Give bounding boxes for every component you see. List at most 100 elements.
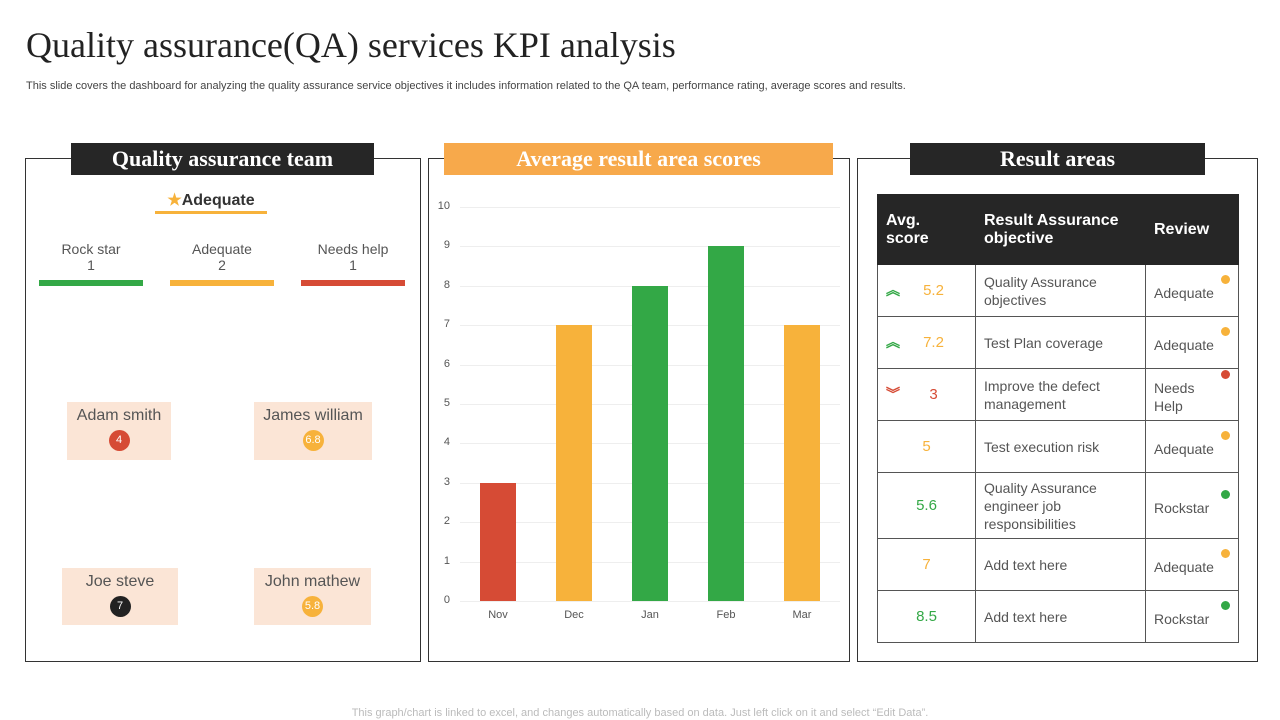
bar-jan bbox=[632, 285, 668, 601]
status-dot bbox=[1221, 431, 1230, 440]
score-value: 5.6 bbox=[916, 497, 937, 514]
category-bar bbox=[170, 280, 274, 286]
y-tick-label: 0 bbox=[443, 594, 450, 606]
category-0: Rock star 1 bbox=[36, 241, 146, 273]
gridline bbox=[460, 246, 840, 248]
col-objective: Result Assurance objective bbox=[975, 194, 1146, 265]
category-label: Rock star bbox=[61, 241, 121, 257]
avg-score-cell: ︽ 5.2 bbox=[877, 264, 976, 317]
table-row: 8.5 Add text here Rockstar bbox=[877, 590, 1239, 643]
gridline bbox=[460, 601, 840, 602]
member-name: James william bbox=[263, 407, 363, 424]
objective-cell: Add text here bbox=[975, 538, 1146, 591]
objective-cell: Quality Assurance engineer job responsib… bbox=[975, 472, 1146, 539]
y-tick-label: 3 bbox=[443, 475, 450, 488]
page-subtitle: This slide covers the dashboard for anal… bbox=[26, 80, 906, 92]
review-text: Adequate bbox=[1154, 337, 1214, 353]
review-text: Adequate bbox=[1154, 285, 1214, 301]
bar-nov bbox=[480, 482, 516, 601]
results-table: Avg. score Result Assurance objective Re… bbox=[877, 194, 1239, 643]
status-dot bbox=[1221, 370, 1230, 379]
table-row: 5.6 Quality Assurance engineer job respon… bbox=[877, 472, 1239, 539]
review-cell: Adequate bbox=[1145, 538, 1239, 591]
col-review: Review bbox=[1145, 194, 1239, 265]
objective-cell: Test execution risk bbox=[975, 420, 1146, 473]
member-name: John mathew bbox=[264, 573, 361, 590]
review-cell: Rockstar bbox=[1145, 472, 1239, 539]
objective-cell: Quality Assurance objectives bbox=[975, 264, 1146, 317]
objective-cell: Improve the defect management bbox=[975, 368, 1146, 421]
double-chevron-up-icon: ︽ bbox=[886, 282, 900, 298]
score-value: 7.2 bbox=[923, 334, 944, 351]
status-dot bbox=[1221, 327, 1230, 336]
score-value: 8.5 bbox=[916, 608, 937, 625]
status-dot bbox=[1221, 490, 1230, 499]
category-count: 2 bbox=[218, 257, 226, 273]
avg-score-cell: 5 bbox=[877, 420, 976, 473]
review-text: Rockstar bbox=[1154, 500, 1210, 516]
table-row: ︾ 3 Improve the defect management Needs Hel… bbox=[877, 368, 1239, 421]
category-1: Adequate 2 bbox=[167, 241, 277, 273]
objective-cell: Add text here bbox=[975, 590, 1146, 643]
member-name: Adam smith bbox=[76, 407, 162, 424]
x-tick-label: Nov bbox=[488, 609, 508, 621]
y-tick-label: 8 bbox=[443, 278, 450, 291]
rating-label: ★Adequate bbox=[155, 190, 267, 210]
table-row: ︽ 5.2 Quality Assurance objectives Adequate bbox=[877, 264, 1239, 317]
member-score-badge: 5.8 bbox=[302, 596, 323, 617]
x-tick-label: Feb bbox=[716, 609, 736, 621]
member-card: Joe steve 7 bbox=[62, 568, 178, 625]
category-label: Adequate bbox=[192, 241, 252, 257]
review-text: Needs Help bbox=[1154, 380, 1195, 414]
review-cell: Needs Help bbox=[1145, 368, 1239, 421]
member-card: John mathew 5.8 bbox=[254, 568, 371, 625]
y-tick-label: 5 bbox=[443, 397, 450, 409]
team-heading: Quality assurance team bbox=[71, 143, 374, 175]
y-tick-label: 9 bbox=[443, 239, 450, 252]
category-count: 1 bbox=[349, 257, 357, 273]
bar-mar bbox=[784, 325, 820, 601]
status-dot bbox=[1221, 549, 1230, 558]
avg-score-cell: ︽ 7.2 bbox=[877, 316, 976, 369]
member-score-badge: 4 bbox=[108, 430, 130, 451]
avg-score-cell: 8.5 bbox=[877, 590, 976, 643]
gridline bbox=[460, 207, 840, 208]
table-row: 5 Test execution risk Adequate bbox=[877, 420, 1239, 473]
y-tick-label: 7 bbox=[443, 318, 450, 331]
double-chevron-down-icon: ︾ bbox=[886, 386, 900, 402]
avg-score-cell: 7 bbox=[877, 538, 976, 591]
y-tick-label: 2 bbox=[443, 515, 450, 528]
member-card: Adam smith 4 bbox=[67, 402, 171, 460]
score-value: 5 bbox=[922, 438, 931, 455]
chart-heading: Average result area scores bbox=[444, 143, 833, 175]
x-tick-label: Dec bbox=[564, 609, 584, 621]
avg-score-cell: 5.6 bbox=[877, 472, 976, 539]
double-chevron-up-icon: ︽ bbox=[886, 334, 900, 350]
bar-feb bbox=[708, 246, 744, 601]
col-avg-score: Avg. score bbox=[877, 194, 976, 265]
bar-dec bbox=[556, 325, 592, 601]
score-value: 5.2 bbox=[923, 282, 944, 299]
member-score-badge: 6.8 bbox=[302, 430, 324, 451]
category-bar bbox=[301, 280, 405, 286]
rating-text: Adequate bbox=[181, 192, 255, 209]
objective-cell: Test Plan coverage bbox=[975, 316, 1146, 369]
status-dot bbox=[1221, 601, 1230, 610]
avg-score-cell: ︾ 3 bbox=[877, 368, 976, 421]
page-title: Quality assurance(QA) services KPI analy… bbox=[26, 25, 676, 65]
footer-note: This graph/chart is linked to excel, and… bbox=[351, 707, 929, 719]
review-cell: Adequate bbox=[1145, 264, 1239, 317]
star-icon: ★ bbox=[167, 192, 182, 209]
score-value: 7 bbox=[922, 556, 931, 573]
review-text: Adequate bbox=[1154, 559, 1214, 575]
member-name: Joe steve bbox=[85, 573, 155, 590]
table-row: ︽ 7.2 Test Plan coverage Adequate bbox=[877, 316, 1239, 369]
y-tick-label: 6 bbox=[443, 357, 450, 370]
review-cell: Rockstar bbox=[1145, 590, 1239, 643]
category-bar bbox=[39, 280, 143, 286]
category-count: 1 bbox=[87, 257, 95, 273]
score-value: 3 bbox=[929, 386, 938, 403]
review-cell: Adequate bbox=[1145, 420, 1239, 473]
review-cell: Adequate bbox=[1145, 316, 1239, 369]
y-tick-label: 1 bbox=[443, 554, 450, 567]
